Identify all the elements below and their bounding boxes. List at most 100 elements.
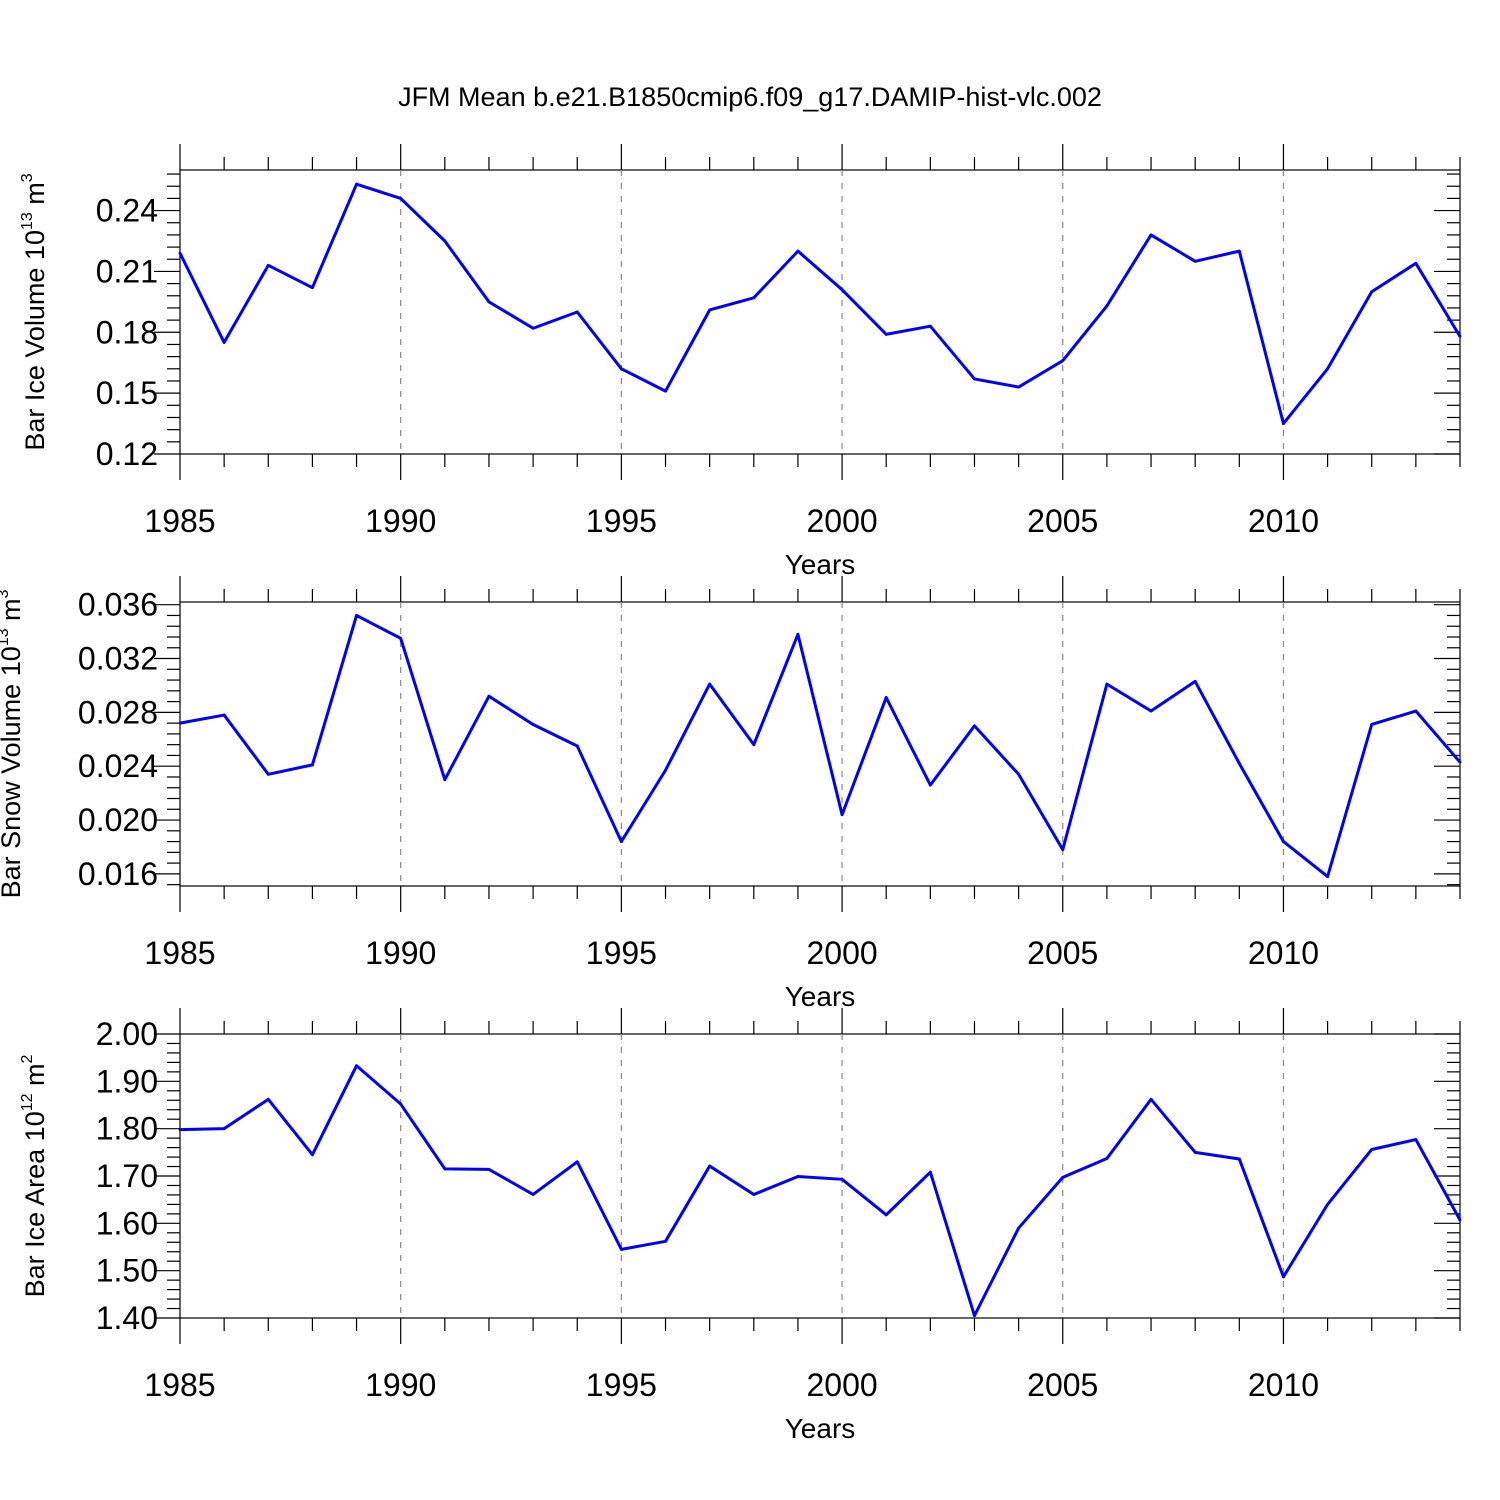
y-axis-title: Bar Ice Area 1012 m2 xyxy=(19,1054,50,1297)
x-tick-label: 2010 xyxy=(1248,503,1319,539)
y-tick-label: 0.18 xyxy=(96,314,158,350)
data-point xyxy=(1458,334,1462,338)
data-point xyxy=(619,1247,623,1251)
x-tick-label: 1985 xyxy=(144,935,215,971)
y-tick-label: 1.80 xyxy=(96,1111,158,1147)
y-tick-label: 0.15 xyxy=(96,375,158,411)
data-point xyxy=(752,296,756,300)
data-point xyxy=(222,1127,226,1131)
y-axis-title-exp: 13 xyxy=(19,212,36,230)
data-point xyxy=(840,288,844,292)
data-point xyxy=(399,1102,403,1106)
data-point xyxy=(1282,840,1285,843)
data-point xyxy=(1414,261,1418,265)
data-point xyxy=(399,636,403,640)
y-axis-title-exp: 13 xyxy=(0,628,12,646)
chart-title: JFM Mean b.e21.B1850cmip6.f09_g17.DAMIP-… xyxy=(398,82,1102,112)
x-tick-label: 2000 xyxy=(806,503,877,539)
data-point xyxy=(796,1175,800,1178)
data-point xyxy=(664,389,667,393)
y-tick-label: 0.21 xyxy=(96,253,158,289)
data-point xyxy=(1017,1226,1021,1230)
data-point xyxy=(443,778,447,782)
y-tick-label: 0.24 xyxy=(96,193,158,229)
x-tick-label: 2010 xyxy=(1248,935,1319,971)
data-point xyxy=(1326,367,1329,371)
data-point xyxy=(178,251,182,255)
y-axis-title-unit-exp: 3 xyxy=(0,589,12,598)
data-point xyxy=(399,197,403,200)
data-point xyxy=(1105,304,1109,308)
data-point xyxy=(531,723,535,726)
data-point xyxy=(1061,1176,1065,1179)
data-point xyxy=(266,263,270,267)
panel-1: 1985 1990 1995 2000 2005 2010 Years 0.12 0.15 0.1… xyxy=(19,144,1462,580)
y-tick-label: 1.60 xyxy=(96,1205,158,1241)
data-point xyxy=(1061,848,1065,852)
data-point xyxy=(840,1177,844,1181)
data-point xyxy=(1017,772,1021,776)
data-point xyxy=(1414,709,1418,713)
data-point xyxy=(311,286,314,290)
y-tick-label: 1.70 xyxy=(96,1158,158,1194)
data-point xyxy=(1237,249,1241,253)
data-point xyxy=(928,1170,932,1174)
y-tick-label: 0.024 xyxy=(78,748,158,784)
x-tick-label: 1985 xyxy=(144,1367,215,1403)
data-point xyxy=(973,724,976,728)
series-line xyxy=(179,1064,1462,1318)
data-point xyxy=(708,308,712,312)
y-tick-label: 1.90 xyxy=(96,1063,158,1099)
data-point xyxy=(1370,723,1374,726)
plot-frame xyxy=(179,601,1461,887)
data-point xyxy=(355,1064,358,1068)
data-point xyxy=(1237,762,1241,765)
y-axis-title-exp: 12 xyxy=(19,1093,36,1111)
data-point xyxy=(1193,1150,1197,1154)
data-point xyxy=(1237,1157,1241,1161)
data-point xyxy=(222,713,226,717)
data-point xyxy=(796,632,800,636)
data-point xyxy=(1458,1218,1462,1222)
data-point xyxy=(443,1167,447,1171)
y-tick-label: 0.12 xyxy=(96,436,158,472)
x-tick-label: 1995 xyxy=(586,935,657,971)
plot-frame xyxy=(179,169,1461,455)
data-point xyxy=(1149,709,1153,713)
data-point xyxy=(355,182,358,186)
data-point xyxy=(1061,359,1065,363)
y-tick-label: 1.50 xyxy=(96,1253,158,1289)
data-point xyxy=(708,682,712,686)
data-point xyxy=(884,1213,888,1217)
x-tick-label: 1995 xyxy=(586,503,657,539)
data-point xyxy=(752,1193,756,1196)
series-line xyxy=(179,613,1462,879)
data-point xyxy=(1326,1203,1329,1206)
data-point xyxy=(840,813,844,817)
data-point xyxy=(311,763,314,767)
x-tick-label: 1990 xyxy=(365,935,436,971)
y-tick-label: 0.016 xyxy=(78,856,158,892)
y-tick-label: 0.032 xyxy=(78,641,158,677)
y-tick-label: 0.036 xyxy=(78,587,158,623)
data-point xyxy=(1370,1148,1374,1151)
y-tick-label: 1.40 xyxy=(96,1300,158,1336)
x-tick-label: 2000 xyxy=(806,1367,877,1403)
x-tick-label: 2005 xyxy=(1027,1367,1098,1403)
x-tick-label: 2005 xyxy=(1027,935,1098,971)
y-tick-label: 0.028 xyxy=(78,694,158,730)
data-point xyxy=(1282,1275,1285,1279)
x-axis-title: Years xyxy=(785,549,856,580)
x-tick-label: 1995 xyxy=(586,1367,657,1403)
data-point xyxy=(178,1128,182,1132)
y-axis-title-text: Bar Ice Area 10 xyxy=(20,1111,50,1297)
x-axis-title: Years xyxy=(785,1413,856,1444)
data-point xyxy=(1105,682,1109,686)
data-point xyxy=(1458,760,1462,764)
data-point xyxy=(796,249,800,253)
data-point xyxy=(1326,875,1329,878)
data-point xyxy=(1193,680,1197,683)
y-axis-title: Bar Ice Volume 1013 m3 xyxy=(19,173,50,450)
series-line xyxy=(178,182,1462,426)
